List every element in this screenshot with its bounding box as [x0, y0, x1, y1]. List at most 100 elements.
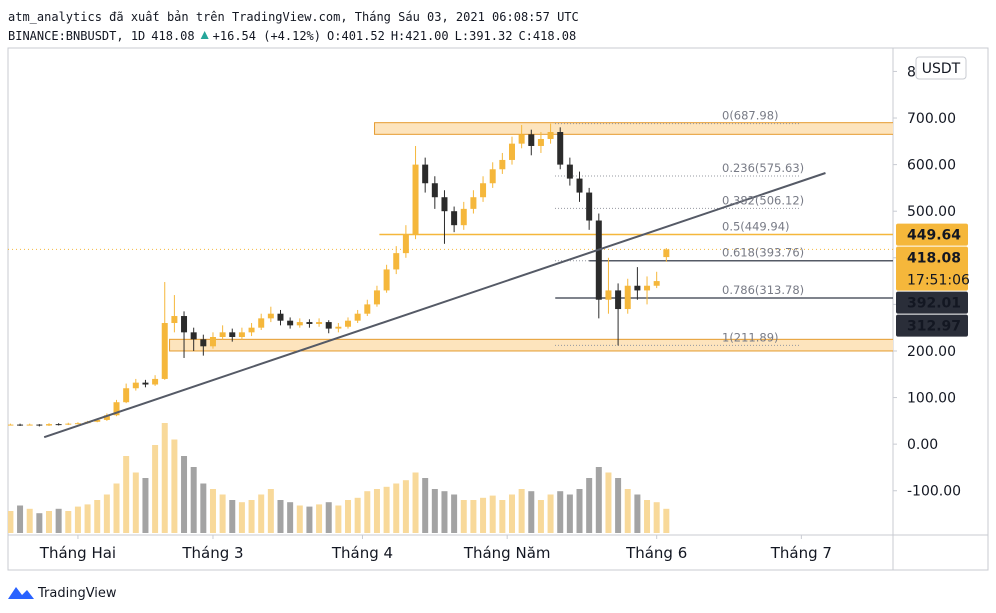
zone: [169, 338, 893, 352]
candle-body: [499, 159, 506, 170]
volume-bar: [267, 489, 274, 533]
y-tick-label: 100.00: [907, 391, 956, 407]
candle-body: [190, 332, 197, 340]
plot-area: [8, 122, 893, 533]
volume-bar: [238, 502, 245, 533]
volume-bar: [402, 480, 409, 533]
candle-body: [142, 382, 149, 385]
candle-body: [306, 322, 313, 324]
candle-body: [258, 318, 265, 328]
symbol-line: BINANCE:BNBUSDT, 1D 418.08 +16.54 (+4.12%)…: [8, 29, 576, 43]
ohlc-value: 418.08: [533, 29, 576, 43]
volume-bar: [277, 500, 284, 533]
ohlc-key: C:: [518, 29, 532, 43]
y-tick-label: 500.00: [907, 204, 956, 220]
fib-label: 0.236(575.63): [722, 161, 804, 175]
ohlc-value: 391.32: [469, 29, 512, 43]
candle-body: [634, 285, 641, 291]
volume-bar: [576, 489, 583, 533]
up-arrow: [200, 31, 209, 39]
price-tag-label: 418.08: [907, 251, 961, 267]
volume-bar: [480, 497, 487, 533]
x-tick-label: Tháng 6: [625, 544, 687, 562]
y-tick-label: 200.00: [907, 344, 956, 360]
volume-bar: [296, 505, 303, 533]
volume-bar: [74, 506, 81, 533]
candle-body: [566, 164, 573, 179]
countdown: 17:51:06: [907, 273, 970, 289]
volume-bar: [537, 500, 544, 533]
volume-bar: [306, 506, 313, 533]
last-price: 418.08: [151, 29, 194, 43]
volume-bar: [547, 494, 554, 533]
volume-bar: [383, 486, 390, 533]
publish-line: atm_analytics đã xuất bản trên TradingVi…: [8, 10, 579, 24]
volume-bar: [132, 472, 139, 533]
candle-body: [26, 424, 33, 426]
volume-bar: [113, 483, 120, 533]
volume-bar: [190, 467, 197, 533]
ohlc-value: 421.00: [405, 29, 448, 43]
candle-body: [55, 424, 62, 426]
candle-body: [8, 424, 14, 426]
candle-body: [103, 415, 110, 420]
candle-body: [74, 423, 81, 425]
volume-bar: [605, 472, 612, 533]
candle-body: [373, 290, 380, 305]
candle-body: [152, 378, 159, 385]
volume-bar: [200, 483, 207, 533]
candle-body: [113, 402, 120, 416]
currency: USDT: [922, 61, 961, 77]
candle-body: [547, 131, 554, 139]
volume-bar: [161, 423, 168, 533]
candle-body: [325, 322, 332, 329]
volume-bar: [94, 500, 101, 533]
candle-body: [431, 183, 438, 198]
candle-body: [181, 316, 188, 333]
candle-body: [171, 316, 178, 324]
candle-body: [94, 419, 101, 422]
volume-bar: [335, 505, 342, 533]
volume-bar: [615, 478, 622, 533]
candle-body: [557, 131, 564, 165]
candle-body: [663, 249, 670, 258]
volume-bar: [528, 491, 535, 533]
footer-logo: TradingView: [8, 586, 117, 601]
candle-body: [422, 164, 429, 184]
fib-label: 0.786(313.78): [722, 283, 804, 297]
volume-bar: [103, 494, 110, 533]
volume-bar: [518, 489, 525, 533]
candle-body: [65, 423, 72, 425]
x-tick-label: Tháng Năm: [463, 544, 551, 562]
volume-bar: [8, 511, 14, 533]
volume-bar: [499, 500, 506, 533]
trendline: [43, 172, 826, 439]
volume-bar: [287, 502, 294, 533]
volume-bar: [26, 508, 33, 533]
candle-body: [345, 320, 352, 327]
candle-body: [267, 313, 274, 319]
candle-body: [123, 388, 130, 403]
candle-body: [537, 138, 544, 146]
candle-body: [595, 220, 602, 300]
volume-bar: [45, 511, 52, 533]
candle-body: [296, 322, 303, 326]
volume-bar: [181, 456, 188, 533]
candle-body: [402, 234, 409, 254]
volume-bar: [229, 500, 236, 533]
fib-label: 0(687.98): [722, 109, 779, 123]
volume-bar: [84, 504, 91, 533]
price-tag-label: 392.01: [907, 296, 961, 312]
candle-body: [277, 313, 284, 321]
volume-bar: [431, 489, 438, 533]
volume-bar: [364, 491, 371, 533]
volume-bar: [595, 467, 602, 533]
candle-body: [653, 281, 660, 286]
price-axis: 800.00700.00600.00500.00400.00300.00200.…: [893, 56, 970, 500]
volume-bar: [393, 483, 400, 533]
candle-body: [480, 183, 487, 198]
x-tick-label: Tháng Hai: [39, 544, 116, 562]
candle-body: [238, 332, 245, 337]
fib-label: 0.618(393.76): [722, 246, 804, 260]
